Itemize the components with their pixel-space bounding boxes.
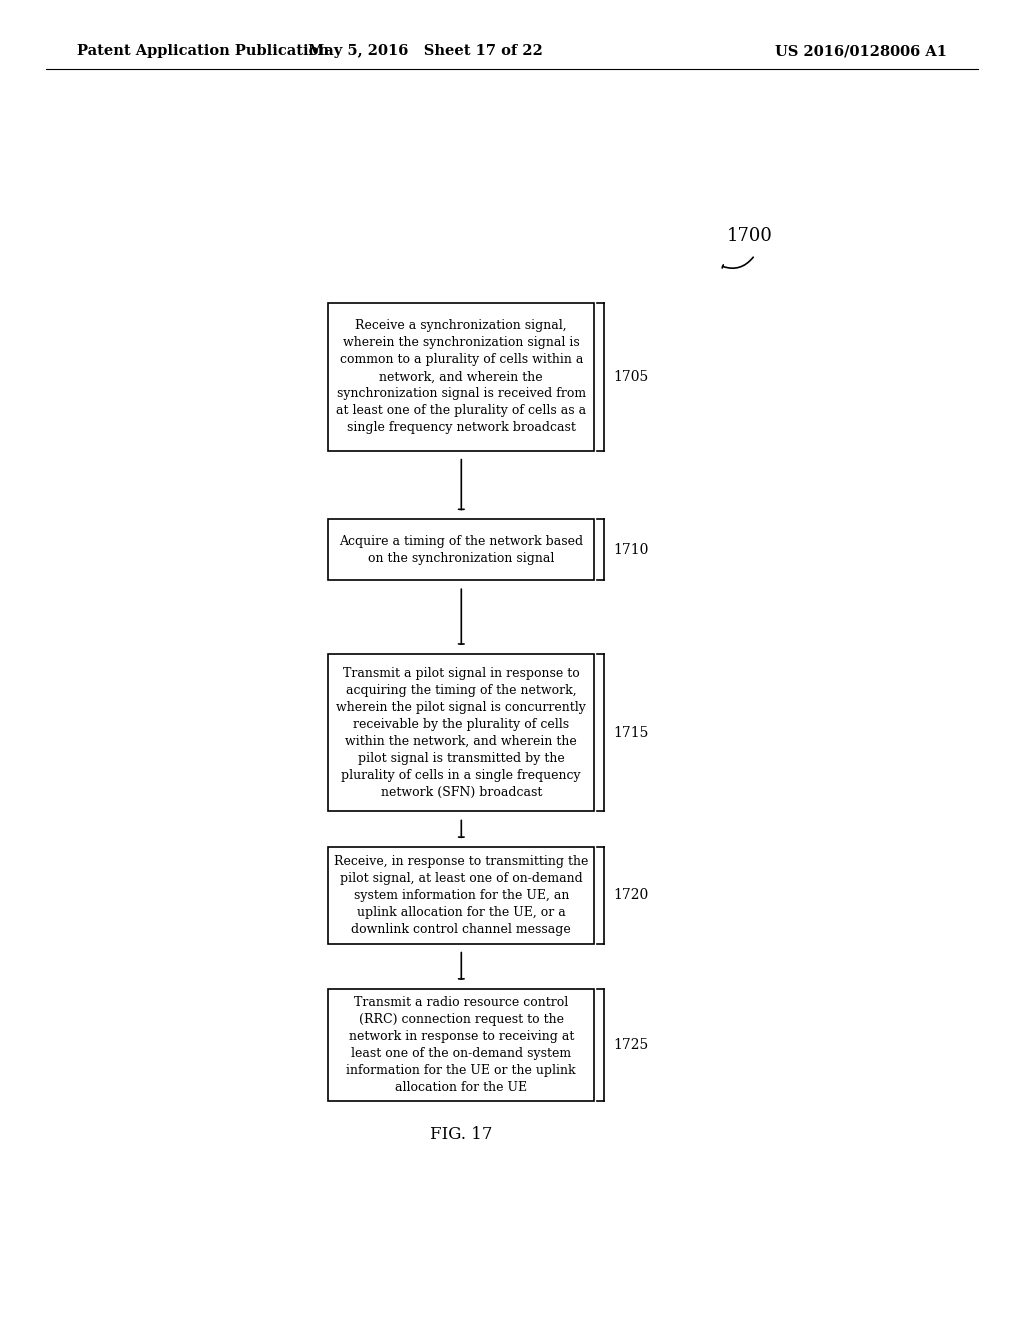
Text: Transmit a radio resource control
(RRC) connection request to the
network in res: Transmit a radio resource control (RRC) … [346,995,577,1094]
Bar [329,989,594,1101]
Text: 1705: 1705 [613,370,648,384]
Bar [329,653,594,812]
Bar [329,304,594,450]
Text: 1700: 1700 [727,227,773,244]
Text: FIG. 17: FIG. 17 [430,1126,493,1143]
Bar [329,519,594,581]
Text: Receive a synchronization signal,
wherein the synchronization signal is
common t: Receive a synchronization signal, wherei… [336,319,587,434]
Text: May 5, 2016   Sheet 17 of 22: May 5, 2016 Sheet 17 of 22 [307,45,543,58]
Text: Acquire a timing of the network based
on the synchronization signal: Acquire a timing of the network based on… [339,535,584,565]
Text: Patent Application Publication: Patent Application Publication [77,45,329,58]
Text: 1710: 1710 [613,543,648,557]
Text: Transmit a pilot signal in response to
acquiring the timing of the network,
wher: Transmit a pilot signal in response to a… [336,667,587,799]
Bar [329,847,594,944]
Text: Receive, in response to transmitting the
pilot signal, at least one of on-demand: Receive, in response to transmitting the… [334,855,589,936]
Text: 1720: 1720 [613,888,648,903]
Text: 1725: 1725 [613,1038,648,1052]
Text: US 2016/0128006 A1: US 2016/0128006 A1 [775,45,947,58]
Text: 1715: 1715 [613,726,648,739]
